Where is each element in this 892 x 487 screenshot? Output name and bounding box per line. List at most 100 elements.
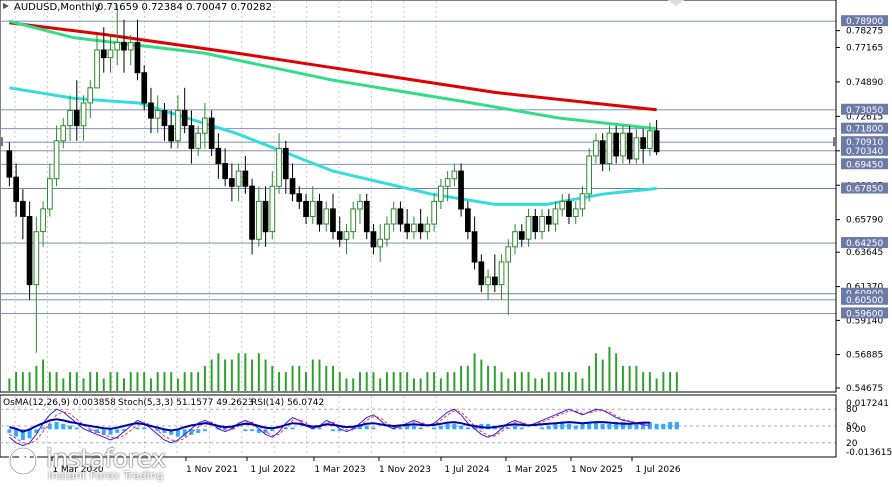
candle-body [60,125,67,142]
price-tick-label: 0.56885 [846,351,883,361]
ma-green-line [9,19,657,131]
candle-body [613,132,619,157]
candle-body [87,87,94,104]
candle-body [40,208,46,233]
indicator-plots [0,408,836,447]
candle-body [492,276,498,286]
candle-body [552,208,559,225]
candle-body [579,193,586,210]
stoch-signal-line [9,409,651,445]
candle-body [411,223,417,233]
candle-body [53,140,60,180]
price-tick-label: 0.72615 [846,112,883,122]
time-tick-label: 1 Jul 2026 [635,465,680,475]
candle-body [350,208,357,233]
candle-body [323,208,330,225]
candle-body [444,178,451,187]
candle-body [518,231,525,240]
time-axis: 1 Mar 2020 1 Nov 2021 1 Jul 2022 1 Mar 2023… [0,456,836,475]
candle-body [141,72,148,104]
candle-body [309,200,316,217]
candle-body [417,223,424,233]
candle-body [282,147,289,180]
candle-body [599,140,606,165]
indicator-tick-label: 80 [846,405,858,415]
candle-body [357,200,363,210]
volume-bars [8,347,678,391]
candle-body [539,216,545,233]
candle-body [512,231,518,248]
left-marker [0,137,3,147]
candle-body [572,208,579,217]
candle-body [451,170,458,180]
level-label-box [841,136,888,148]
time-tick-label: 1 Nov 2025 [571,465,623,475]
time-tick-label: 1 Mar 2023 [314,465,365,475]
ma-red-line [9,21,657,112]
level-label: 0.60500 [846,296,883,306]
time-tick-label: 1 Nov 2021 [186,465,238,475]
level-label: 0.69450 [846,160,883,170]
candles [6,4,660,353]
time-tick-label: 1 Mar 2025 [506,465,557,475]
candle-body [586,155,592,195]
candle-body [6,150,13,178]
level-label: 0.64250 [846,239,883,249]
candle-body [154,110,161,119]
candle-body [640,137,646,149]
candle-body [606,132,613,164]
candle-body [13,176,19,202]
level-label-box [841,287,888,299]
candle-body [161,110,168,127]
candle-body [262,200,269,233]
candle-body [121,41,127,51]
candle-body [390,208,397,225]
candle-body [94,49,100,89]
candle-body [404,223,410,233]
time-tick-label: 1 Mar 2020 [52,465,104,475]
candle-body [485,276,491,286]
candle-body [647,130,653,149]
level-label: 0.70910 [846,138,883,148]
candle-body [545,216,552,225]
candle-body [471,231,478,263]
candle-body [249,185,255,240]
candle-body [269,185,276,233]
candle-body [208,117,215,149]
rsi-line [9,418,650,433]
time-tick-label: 1 Nov 2023 [379,465,431,475]
moving-averages [9,19,657,206]
price-tick-label: 0.61370 [846,283,883,293]
candle-body [633,137,640,160]
candle-body [168,125,175,142]
candle-body [566,200,572,217]
price-tick-label: 0.74890 [846,78,883,88]
candle-body [33,231,40,286]
level-label-box [841,182,888,194]
candle-body [222,163,229,180]
time-tick-label: 1 Jul 2024 [444,465,489,475]
price-tick-label: 0.77165 [846,43,883,53]
candle-body [303,200,309,217]
logo-name: instaforex [46,444,166,473]
candle-body [465,208,471,233]
level-label-box [841,144,888,156]
level-label: 0.78900 [846,17,883,27]
candle-body [431,200,437,225]
candle-body [478,261,485,286]
collapse-arrow-icon[interactable] [3,3,9,9]
level-label-box [841,307,888,319]
one-click-trading-toggle-icon[interactable] [668,0,684,6]
candle-body [175,110,181,142]
stoch-label: Stoch(5,3,3) 51.1577 49.2623 [118,398,253,408]
candle-body [363,200,370,233]
candle-body [343,231,350,240]
candle-body [424,223,431,233]
candle-body [384,223,390,240]
candle-body [289,178,296,195]
instaforex-logo: instaforex Instant Forex Trading [6,444,196,482]
price-tick-label: 0.54675 [846,384,883,394]
